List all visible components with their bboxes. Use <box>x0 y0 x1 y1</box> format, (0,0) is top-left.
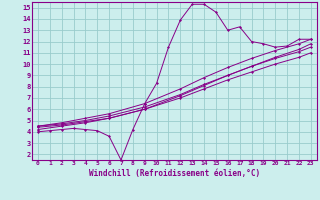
X-axis label: Windchill (Refroidissement éolien,°C): Windchill (Refroidissement éolien,°C) <box>89 169 260 178</box>
